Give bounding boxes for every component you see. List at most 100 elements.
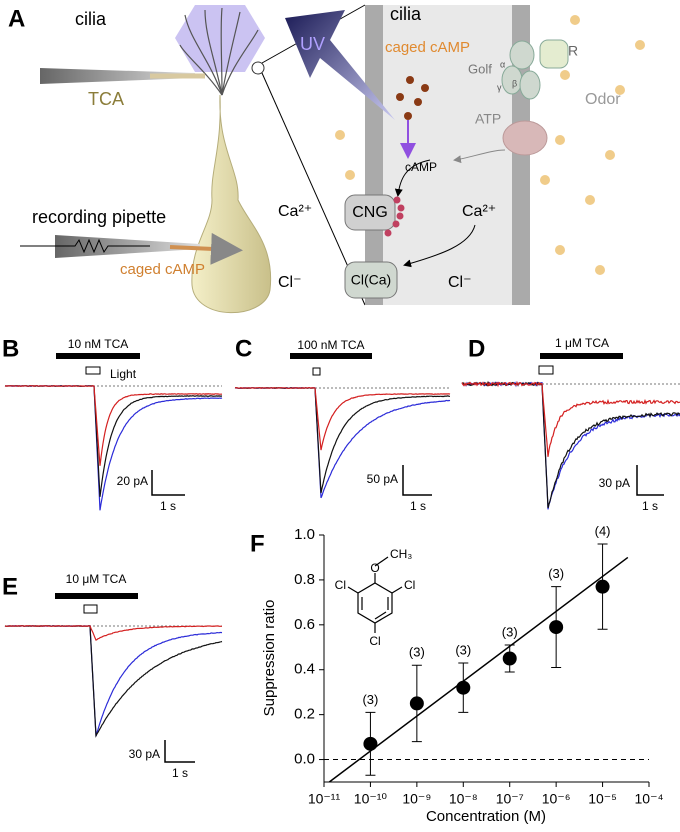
label: cilia bbox=[75, 9, 107, 29]
scale-label: 1 s bbox=[642, 499, 658, 513]
label: UV bbox=[300, 34, 325, 54]
n-label: (4) bbox=[595, 523, 611, 538]
label: caged cAMP bbox=[385, 39, 470, 56]
neuron bbox=[191, 94, 272, 314]
adenylyl-cyclase bbox=[502, 120, 548, 156]
y-tick-label: 0.8 bbox=[294, 571, 315, 588]
panel-label: C bbox=[235, 335, 252, 362]
g-protein bbox=[501, 39, 569, 100]
cng-channel bbox=[344, 194, 396, 231]
x-tick-label: 10⁻¹¹ bbox=[308, 791, 341, 807]
scale-label: 20 pA bbox=[117, 474, 148, 488]
data-point bbox=[549, 620, 564, 635]
stimulus-bar bbox=[55, 593, 138, 599]
current-trace bbox=[4, 625, 222, 641]
scale-label: 1 s bbox=[172, 766, 188, 780]
panel-e: E 10 μM TCA 30 pA 1 s bbox=[2, 572, 195, 780]
scale-bar bbox=[402, 465, 432, 496]
panel-label: F bbox=[250, 530, 265, 557]
current-trace bbox=[234, 387, 451, 451]
x-tick-label: 10⁻¹⁰ bbox=[354, 791, 388, 807]
tca-pipette bbox=[40, 68, 195, 84]
membrane bbox=[365, 5, 383, 305]
label: cilia bbox=[390, 4, 422, 24]
data-point bbox=[456, 680, 471, 695]
label: cAMP bbox=[405, 160, 437, 174]
label: R bbox=[568, 43, 578, 59]
panel-d: D 1 μM TCA 30 pA 1 s bbox=[468, 335, 664, 513]
current-trace bbox=[4, 625, 223, 737]
y-tick-label: 0.0 bbox=[294, 751, 315, 768]
stimulus-label: 10 nM TCA bbox=[68, 337, 128, 351]
stimulus-bar bbox=[56, 353, 140, 359]
data-point bbox=[409, 696, 424, 711]
atom-label: Cl bbox=[335, 578, 346, 592]
zoom-circle bbox=[251, 61, 265, 75]
arrow bbox=[403, 224, 476, 268]
current-trace bbox=[234, 387, 451, 499]
cilia-bundle bbox=[175, 5, 265, 72]
current-trace bbox=[4, 385, 223, 466]
n-label: (3) bbox=[455, 642, 471, 657]
light-box bbox=[538, 365, 554, 375]
chemical-structure bbox=[347, 556, 403, 633]
label: Golf bbox=[468, 61, 492, 76]
label: α bbox=[500, 59, 505, 69]
label: ATP bbox=[475, 111, 501, 127]
x-tick-label: 10⁻⁶ bbox=[542, 791, 571, 807]
data-point bbox=[595, 579, 610, 594]
arrow bbox=[453, 149, 506, 164]
stimulus-label: 100 nM TCA bbox=[297, 338, 364, 352]
cilia-lines bbox=[179, 7, 259, 96]
camp-bound bbox=[384, 196, 405, 237]
panel-a: A cilia TCA recording pipette caged cAMP… bbox=[8, 4, 645, 314]
label: γ bbox=[497, 82, 502, 92]
y-tick-label: 0.6 bbox=[294, 616, 315, 633]
scale-label: 1 s bbox=[410, 499, 426, 513]
panel-label: B bbox=[2, 335, 19, 362]
atom-label: O bbox=[370, 561, 379, 575]
panel-label: E bbox=[2, 573, 18, 600]
scale-bar bbox=[636, 465, 664, 496]
x-tick-label: 10⁻⁹ bbox=[402, 791, 431, 807]
label: β bbox=[512, 78, 517, 88]
label: TCA bbox=[88, 89, 124, 109]
x-axis-label: Concentration (M) bbox=[426, 808, 546, 825]
electrode bbox=[20, 238, 150, 254]
uv-flash bbox=[285, 10, 395, 120]
stimulus-label: 10 μM TCA bbox=[66, 572, 127, 586]
label: Ca²⁺ bbox=[462, 203, 496, 220]
traces bbox=[4, 380, 680, 738]
n-label: (3) bbox=[502, 624, 518, 639]
n-label: (3) bbox=[548, 566, 564, 581]
scale-label: 30 pA bbox=[599, 476, 630, 490]
panel-c: C 100 nM TCA 50 pA 1 s bbox=[235, 335, 432, 513]
current-trace bbox=[4, 385, 223, 497]
fit-line bbox=[328, 556, 629, 783]
scale-label: 30 pA bbox=[129, 747, 160, 761]
y-tick-label: 1.0 bbox=[294, 526, 315, 543]
n-label: (3) bbox=[362, 692, 378, 707]
atom-label: Cl bbox=[369, 634, 380, 648]
light-label: Light bbox=[110, 367, 137, 381]
cilium-box bbox=[365, 5, 530, 305]
current-trace bbox=[461, 381, 680, 457]
panel-label: D bbox=[468, 335, 485, 362]
label: Cl⁻ bbox=[448, 274, 472, 291]
x-tick-label: 10⁻⁷ bbox=[496, 791, 524, 807]
y-tick-label: 0.2 bbox=[294, 706, 315, 723]
stimulus-label: 1 μM TCA bbox=[555, 336, 609, 350]
x-tick-label: 10⁻⁸ bbox=[449, 791, 478, 807]
scale-label: 50 pA bbox=[367, 472, 398, 486]
y-axis-label: Suppression ratio bbox=[261, 600, 278, 717]
atom-label: Cl bbox=[404, 578, 415, 592]
label: CNG bbox=[352, 204, 388, 221]
scale-bar bbox=[164, 740, 195, 763]
label: Odor bbox=[585, 91, 621, 108]
stimulus-bar bbox=[290, 353, 372, 359]
camp-arrow bbox=[169, 232, 243, 265]
label: Ca²⁺ bbox=[278, 203, 312, 220]
label: Cl⁻ bbox=[278, 274, 302, 291]
panel-label: A bbox=[8, 5, 25, 32]
